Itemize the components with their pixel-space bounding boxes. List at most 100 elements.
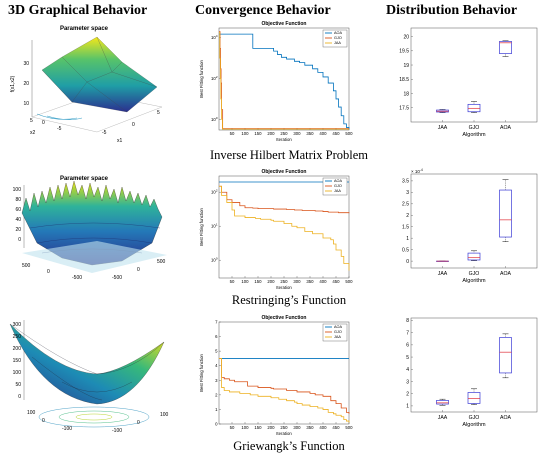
convergence-plot-2: Objective Function 102 101 100 50 100 150 200 25… — [199, 169, 353, 290]
category-label: AOA — [500, 125, 511, 131]
y-tick-label: 3 — [406, 190, 409, 196]
x-tick-label: 400 — [319, 425, 327, 430]
y-tick-label: 2 — [406, 391, 409, 397]
y-tick-label: 4 — [215, 363, 218, 368]
y-tick-label: 104 — [211, 34, 218, 40]
y-tick-label: 1 — [406, 404, 409, 410]
svg-text:30: 30 — [23, 61, 29, 67]
x-tick-label: 500 — [345, 131, 353, 136]
y-tick-label: 101 — [211, 223, 218, 229]
legend-label: GJO — [334, 36, 342, 40]
y-tick-label: 17.5 — [399, 106, 409, 112]
y-tick-label: 1 — [406, 236, 409, 242]
y-tick-label: 2 — [215, 392, 218, 397]
y-tick-label: 0.5 — [402, 247, 409, 253]
x-tick-label: 300 — [293, 425, 301, 430]
caption-row-3: Griewangk’s Function — [233, 439, 345, 453]
svg-text:0: 0 — [18, 394, 21, 400]
svg-text:150: 150 — [13, 358, 22, 364]
category-label: JAA — [438, 415, 448, 421]
x-tick-label: 150 — [254, 279, 262, 284]
y-tick-label: 5 — [215, 349, 218, 354]
legend-label: JAA — [334, 335, 341, 339]
boxplot-2: 0 0.5 1 1.5 2 2.5 3 3.5× 10-4 JAA GJO AOA Algorithm — [402, 168, 538, 284]
surface-plot-2: Parameter space 100 80 60 40 20 0 500 0 … — [13, 176, 167, 281]
svg-text:40: 40 — [15, 217, 21, 223]
svg-text:20: 20 — [15, 227, 21, 233]
box-jaa — [436, 109, 449, 113]
y-tick-label: 3 — [215, 378, 218, 383]
y-tick-label: 19 — [403, 63, 409, 69]
x-tick-label: 350 — [306, 279, 314, 284]
x-tick-label: 50 — [230, 131, 235, 136]
y-tick-label: 5 — [406, 355, 409, 361]
x-tick-label: 150 — [254, 425, 262, 430]
series-line-aoa — [219, 33, 350, 129]
svg-text:100: 100 — [160, 412, 169, 418]
x-axis-label: Iteration — [276, 431, 292, 436]
x-tick-label: 250 — [280, 279, 288, 284]
box-aoa — [499, 40, 512, 57]
svg-text:5: 5 — [157, 110, 160, 116]
x-tick-label: 250 — [280, 425, 288, 430]
y-tick-label: 6 — [406, 343, 409, 349]
box-aoa — [499, 179, 512, 242]
category-label: GJO — [469, 415, 480, 421]
legend-label: AOA — [334, 31, 342, 35]
box-jaa — [436, 398, 449, 406]
svg-text:250: 250 — [13, 334, 22, 340]
svg-text:60: 60 — [15, 207, 21, 213]
x-axis-label: Iteration — [276, 285, 292, 290]
svg-text:-100: -100 — [112, 428, 122, 434]
category-label: JAA — [438, 271, 448, 277]
y-tick-label: 8 — [406, 318, 409, 324]
x-tick-label: 350 — [306, 131, 314, 136]
svg-text:500: 500 — [22, 263, 31, 269]
svg-text:x2: x2 — [30, 130, 36, 136]
y-tick-label: 0 — [406, 259, 409, 265]
svg-text:80: 80 — [15, 197, 21, 203]
x-tick-label: 300 — [293, 131, 301, 136]
y-tick-label: 100 — [211, 116, 218, 122]
y-tick-label: 0 — [215, 422, 218, 427]
y-tick-label: 6 — [215, 334, 218, 339]
box-gjo — [467, 101, 481, 113]
y-axis-label: Best Fitting function — [199, 60, 204, 98]
svg-text:Parameter space: Parameter space — [60, 176, 109, 182]
svg-text:10: 10 — [23, 101, 29, 107]
svg-text:100: 100 — [13, 370, 22, 376]
svg-text:5: 5 — [30, 118, 33, 124]
legend-label: AOA — [334, 325, 342, 329]
x-axis-label: Algorithm — [462, 422, 486, 428]
boxplot-3: 1 2 3 4 5 6 7 8 JAA GJO AOA Algorithm — [406, 317, 538, 428]
convergence-plot-1: Objective Function 104 102 100 50 100 150 200 25… — [199, 21, 353, 142]
y-tick-label: 18 — [403, 91, 409, 97]
conv-title: Objective Function — [261, 169, 306, 175]
svg-text:50: 50 — [15, 382, 21, 388]
y-axis-label: Best Fitting function — [199, 208, 204, 246]
legend-label: GJO — [334, 330, 342, 334]
series-line-jaa — [219, 358, 350, 423]
x-axis-label: Iteration — [276, 137, 292, 142]
series-line-jaa — [219, 185, 350, 271]
svg-text:0: 0 — [137, 420, 140, 426]
y-tick-label: 7 — [215, 320, 218, 325]
axis-exponent: × 10-4 — [411, 168, 423, 174]
box-aoa — [499, 333, 512, 379]
y-tick-label: 2 — [406, 213, 409, 219]
legend-label: JAA — [334, 41, 341, 45]
svg-text:-5: -5 — [57, 126, 62, 132]
x-tick-label: 200 — [267, 425, 275, 430]
svg-text:0: 0 — [18, 237, 21, 243]
y-tick-label: 1.5 — [402, 225, 409, 231]
x-tick-label: 50 — [230, 279, 235, 284]
svg-text:-500: -500 — [112, 275, 122, 281]
conv-title: Objective Function — [261, 315, 306, 321]
x-tick-label: 400 — [319, 279, 327, 284]
svg-text:-100: -100 — [62, 426, 72, 432]
y-tick-label: 7 — [406, 330, 409, 336]
x-tick-label: 100 — [241, 425, 249, 430]
box-gjo — [467, 250, 481, 261]
y-tick-label: 18.5 — [399, 77, 409, 83]
x-tick-label: 100 — [241, 131, 249, 136]
